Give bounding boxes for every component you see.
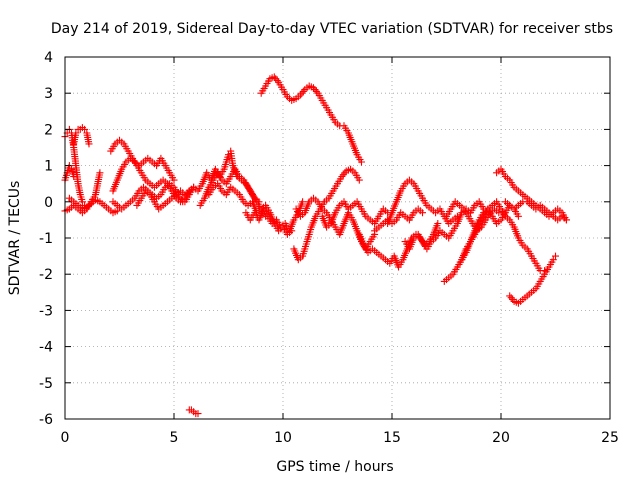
data-point-arc-x [514,212,522,220]
data-point-arc-o [358,158,365,166]
data-point-arc-b [72,129,80,137]
data-point-arc-y [495,209,503,217]
x-tick-label: 10 [274,430,292,446]
y-tick-label: 4 [44,50,53,66]
x-tick-label: 25 [601,430,619,446]
chart-title: Day 214 of 2019, Sidereal Day-to-day VTE… [51,21,613,37]
data-point-arc-g [170,176,178,184]
data-point-arc-m [299,198,307,206]
data-point-arc-p [355,176,363,184]
data-point-arc-c [70,173,78,180]
data-point-arc-aa [562,216,570,224]
y-tick-label: 3 [44,86,53,102]
data-point-arc-n [194,410,202,418]
y-tick-label: 0 [44,195,53,211]
y-tick-label: -3 [39,303,53,319]
y-tick-label: -4 [39,340,53,356]
y-tick-label: -5 [39,376,53,392]
y-axis-label: SDTVAR / TECUs [7,181,23,296]
grid [65,57,610,419]
y-tick-label: -6 [39,412,53,428]
data-point-arc-ab [552,252,559,260]
x-tick-label: 0 [61,430,70,446]
data-point-arc-b [81,125,89,133]
data-point-arc-u [419,209,426,217]
y-tick-label: -1 [39,231,53,247]
x-tick-label: 20 [492,430,510,446]
data-point-arc-ab [549,256,557,264]
data-point-arc-s [434,220,442,227]
y-tick-label: 1 [44,159,53,175]
x-axis-label: GPS time / hours [276,459,393,475]
y-tick-label: 2 [44,122,53,138]
data-marks [61,73,570,418]
data-point-arc-d [96,169,104,177]
data-point-arc-a [78,198,86,206]
x-tick-label: 5 [170,430,179,446]
data-point-arc-b [85,140,93,148]
y-tick-label: -2 [39,267,53,283]
axis-ticks [64,56,611,420]
x-tick-label: 15 [383,430,401,446]
